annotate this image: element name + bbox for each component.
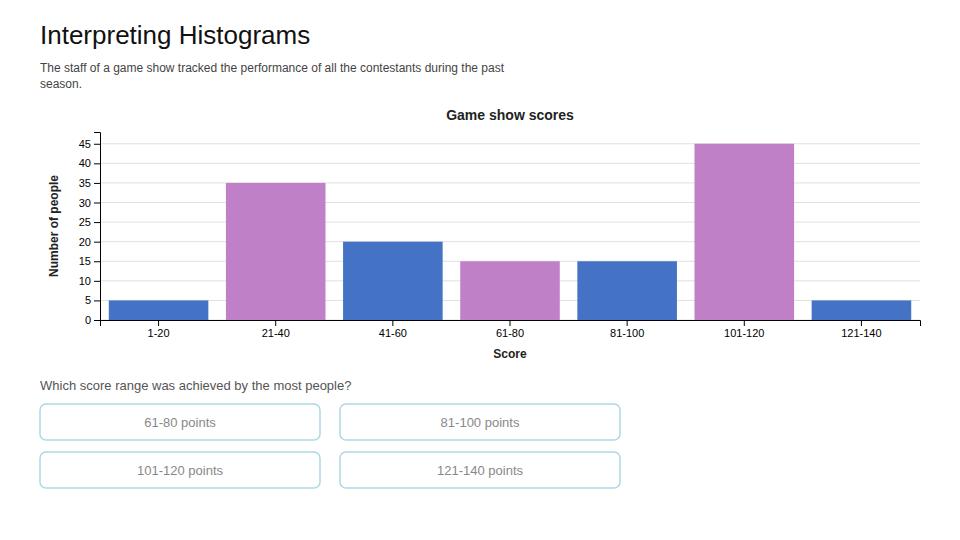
y-tick: 25	[79, 216, 100, 228]
y-tick-label: 30	[79, 197, 91, 209]
x-tick-label: 81-100	[610, 327, 644, 339]
x-tick-mark	[861, 320, 862, 326]
option-box	[340, 452, 620, 488]
y-tick-label: 20	[79, 236, 91, 248]
x-tick-label: 121-140	[841, 327, 881, 339]
y-tick-mark	[94, 320, 100, 321]
option: 121-140 points	[340, 452, 620, 488]
y-tick-mark	[94, 281, 100, 282]
x-tick-label: 61-80	[496, 327, 524, 339]
y-tick-mark	[94, 203, 100, 204]
x-axis: 1-20 21-40 41-60 61-80 81-100 101-120 121-140	[101, 320, 921, 339]
y-tick-mark	[94, 163, 100, 164]
x-tick: 101-120	[724, 320, 764, 339]
x-axis-line	[101, 321, 921, 327]
x-tick-label: 21-40	[262, 327, 290, 339]
x-tick: 81-100	[610, 320, 644, 339]
x-tick: 61-80	[496, 320, 524, 339]
option-box	[340, 404, 620, 440]
bar	[343, 242, 443, 320]
option-label: 101-120 points	[137, 463, 224, 478]
y-tick: 40	[79, 157, 100, 169]
x-tick-mark	[510, 320, 511, 326]
y-tick: 10	[79, 275, 100, 287]
y-tick: 30	[79, 197, 100, 209]
y-axis: 0 5 10 15 20 25 30 35 40 45	[79, 133, 101, 327]
option-box	[40, 452, 320, 488]
y-axis-title: Number of people	[47, 175, 61, 277]
x-tick-mark	[744, 320, 745, 326]
y-tick-mark	[94, 261, 100, 262]
bar	[109, 300, 209, 320]
option-label: 61-80 points	[144, 415, 216, 430]
x-tick-label: 101-120	[724, 327, 764, 339]
grid-line	[100, 241, 920, 242]
bar	[577, 261, 677, 320]
description-line: The staff of a game show tracked the per…	[40, 61, 505, 75]
y-tick: 35	[79, 177, 100, 189]
x-tick-mark	[158, 320, 159, 326]
y-tick-label: 15	[79, 255, 91, 267]
page-title: Interpreting Histograms	[40, 20, 310, 50]
grid-line	[100, 143, 920, 144]
y-tick-label: 40	[79, 157, 91, 169]
y-tick: 45	[79, 138, 100, 150]
y-tick-mark	[94, 183, 100, 184]
y-tick-mark	[94, 242, 100, 243]
option-label: 121-140 points	[437, 463, 524, 478]
x-tick-mark	[627, 320, 628, 326]
x-tick-label: 1-20	[148, 327, 170, 339]
y-tick: 20	[79, 236, 100, 248]
y-tick-label: 45	[79, 138, 91, 150]
y-tick-label: 25	[79, 216, 91, 228]
grid-line	[100, 163, 920, 164]
grid-line	[100, 222, 920, 223]
option-label: 81-100 points	[441, 415, 520, 430]
option: 81-100 points	[340, 404, 620, 440]
description: The staff of a game show tracked the per…	[40, 61, 505, 91]
x-axis-title: Score	[493, 347, 527, 361]
x-tick: 121-140	[841, 320, 881, 339]
option: 61-80 points	[40, 404, 320, 440]
y-tick-label: 0	[85, 314, 91, 326]
y-tick: 0	[85, 314, 100, 326]
question: Which score range was achieved by the mo…	[40, 378, 351, 393]
bar	[460, 261, 560, 320]
option-box	[40, 404, 320, 440]
x-tick: 21-40	[262, 320, 290, 339]
description-line: season.	[40, 77, 82, 91]
option: 101-120 points	[40, 452, 320, 488]
bar	[226, 183, 326, 320]
x-tick: 41-60	[379, 320, 407, 339]
x-tick-mark	[275, 320, 276, 326]
x-tick: 1-20	[148, 320, 170, 339]
y-tick-mark	[94, 222, 100, 223]
y-tick: 5	[85, 294, 100, 306]
y-axis-line	[94, 133, 101, 321]
page: Interpreting Histograms The staff of a ga…	[0, 0, 960, 540]
y-tick-label: 10	[79, 275, 91, 287]
grid	[100, 144, 920, 320]
y-tick-label: 5	[85, 294, 91, 306]
y-tick-label: 35	[79, 177, 91, 189]
grid-line	[100, 182, 920, 183]
bar	[695, 144, 795, 320]
bar	[812, 300, 912, 320]
y-tick: 15	[79, 255, 100, 267]
chart-title: Game show scores	[446, 107, 574, 123]
x-tick-label: 41-60	[379, 327, 407, 339]
bars	[109, 144, 911, 320]
y-tick-mark	[94, 300, 100, 301]
grid-line	[100, 202, 920, 203]
x-tick-mark	[392, 320, 393, 326]
y-tick-mark	[94, 144, 100, 145]
